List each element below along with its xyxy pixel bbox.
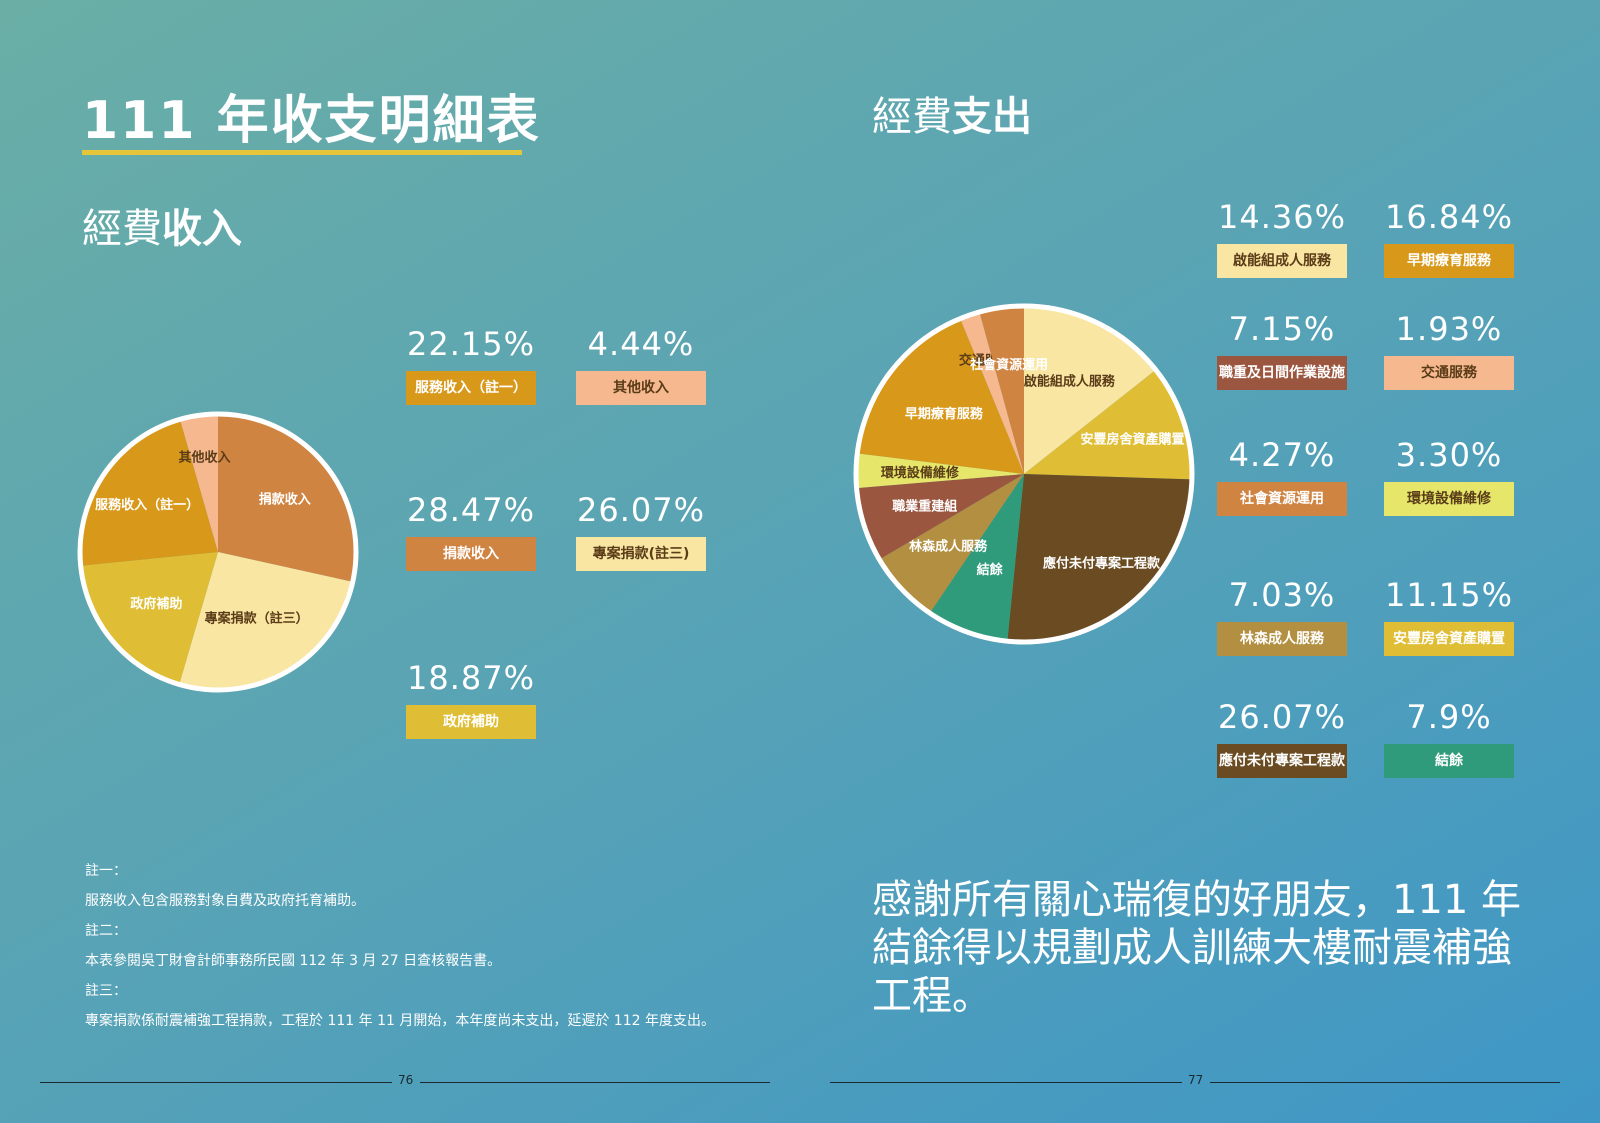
pie-slice-label: 早期療育服務 — [905, 406, 984, 422]
legend-percent: 7.15% — [1228, 310, 1336, 348]
page-number-right: 77 — [1188, 1073, 1204, 1087]
pie-slice-label: 其他收入 — [179, 449, 231, 465]
expense-heading-thin: 經費 — [872, 94, 952, 140]
legend-label: 安豐房舍資產購置 — [1384, 622, 1514, 656]
pie-slice — [1024, 369, 1192, 480]
legend-percent: 3.30% — [1395, 436, 1503, 474]
pie-slice-label: 專案捐款（註三） — [205, 610, 309, 626]
legend-label: 林森成人服務 — [1217, 622, 1347, 656]
legend-percent: 26.07% — [1217, 698, 1346, 736]
footer-rule-right-b — [1210, 1082, 1560, 1083]
income-heading-bold: 收入 — [162, 206, 242, 252]
footer-rule-right-a — [830, 1082, 1182, 1083]
pie-slice-label: 結餘 — [977, 562, 1004, 578]
legend-label: 其他收入 — [576, 371, 706, 405]
legend-label: 政府補助 — [406, 705, 536, 739]
pie-slice-label: 安豐房舍資產購置 — [1080, 431, 1184, 447]
pie-slice-label: 應付未付專案工程款 — [1043, 555, 1161, 571]
legend-label: 早期療育服務 — [1384, 244, 1514, 278]
legend-percent: 18.87% — [406, 659, 535, 697]
legend-percent: 14.36% — [1217, 198, 1346, 236]
legend-label: 啟能組成人服務 — [1217, 244, 1347, 278]
pie-slice-label: 林森成人服務 — [909, 538, 988, 554]
legend-percent: 11.15% — [1384, 576, 1513, 614]
legend-label: 結餘 — [1384, 744, 1514, 778]
expense-heading: 經費支出 — [872, 84, 1032, 142]
pie-slice — [80, 419, 218, 566]
note-line: 服務收入包含服務對象自費及政府托育補助。 — [85, 893, 365, 909]
pie-slice — [856, 474, 1024, 560]
legend-percent: 22.15% — [406, 325, 535, 363]
pie-slice-label: 政府補助 — [130, 596, 182, 612]
legend-label: 應付未付專案工程款 — [1217, 744, 1347, 778]
page-number-left: 76 — [398, 1073, 414, 1087]
pie-slice — [857, 318, 1024, 474]
pie-slice — [879, 474, 1024, 614]
pie-outline — [77, 411, 359, 693]
legend-percent: 1.93% — [1395, 310, 1503, 348]
pie-slice-label: 捐款收入 — [259, 491, 311, 507]
thanks-message: 感謝所有關心瑞復的好朋友，111 年結餘得以規劃成人訓練大樓耐震補強工程。 — [872, 877, 1522, 1019]
legend-label: 交通服務 — [1384, 356, 1514, 390]
pie-slice — [179, 414, 218, 552]
pie-slice-label: 職業重建組 — [892, 499, 957, 515]
footer-rule-left-a — [40, 1082, 392, 1083]
note-line: 註二： — [85, 923, 127, 939]
pie-slice-label: 環境設備維修 — [881, 465, 960, 481]
pie-slice — [929, 474, 1024, 642]
expense-heading-bold: 支出 — [952, 94, 1032, 140]
legend-label: 社會資源運用 — [1217, 482, 1347, 516]
legend-label: 捐款收入 — [406, 537, 536, 571]
page-title: 111 年收支明細表 — [82, 91, 541, 151]
legend-label: 服務收入（註一） — [406, 371, 536, 405]
legend-percent: 28.47% — [406, 491, 535, 529]
legend-percent: 7.03% — [1228, 576, 1336, 614]
legend-percent: 26.07% — [576, 491, 705, 529]
pie-slice — [80, 552, 219, 685]
income-heading-thin: 經費 — [82, 206, 162, 252]
note-line: 本表參閱吳丁財會計師事務所民國 112 年 3 月 27 日查核報告書。 — [85, 953, 502, 969]
note-line: 註一： — [85, 863, 127, 879]
pie-slice — [1024, 306, 1156, 474]
income-heading: 經費收入 — [82, 196, 242, 254]
note-line: 註三： — [85, 983, 127, 999]
pie-slice — [960, 312, 1024, 474]
legend-label: 專案捐款(註三) — [576, 537, 706, 571]
pie-outline — [853, 303, 1195, 645]
pie-slice — [1007, 474, 1192, 643]
pie-slice-label: 服務收入（註一） — [95, 497, 199, 513]
legend-label: 職重及日間作業設施 — [1217, 356, 1347, 390]
legend-percent: 4.44% — [587, 325, 695, 363]
pie-slice-label: 社會資源運用 — [969, 357, 1048, 373]
footer-rule-left-b — [420, 1082, 770, 1083]
pie-slice — [856, 453, 1024, 489]
legend-label: 環境設備維修 — [1384, 482, 1514, 516]
legend-percent: 16.84% — [1384, 198, 1513, 236]
footnotes: 註一： 服務收入包含服務對象自費及政府托育補助。 註二： 本表參閱吳丁財會計師事… — [85, 856, 715, 1036]
title-underline — [82, 150, 522, 155]
pie-slice — [179, 552, 353, 691]
legend-percent: 7.9% — [1406, 698, 1492, 736]
pie-slice — [218, 414, 356, 582]
note-line: 專案捐款係耐震補強工程捐款，工程於 111 年 11 月開始，本年度尚未支出，延… — [85, 1013, 715, 1029]
legend-percent: 4.27% — [1228, 436, 1336, 474]
pie-slice-label: 啟能組成人服務 — [1024, 373, 1116, 389]
pie-slice — [979, 306, 1024, 474]
